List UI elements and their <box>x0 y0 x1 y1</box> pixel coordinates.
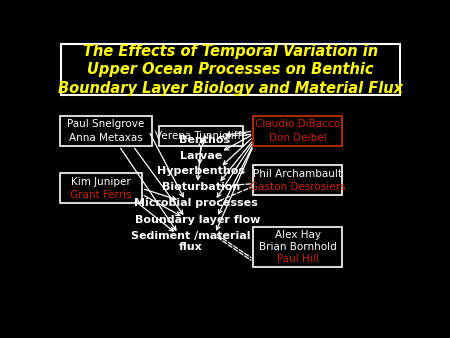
Bar <box>253 116 342 146</box>
Text: Anna Metaxas: Anna Metaxas <box>69 132 143 143</box>
Bar <box>253 166 342 195</box>
Text: Larvae: Larvae <box>180 151 222 161</box>
Text: Claudio DiBacco: Claudio DiBacco <box>255 119 340 129</box>
Text: The Effects of Temporal Variation in
Upper Ocean Processes on Benthic
Boundary L: The Effects of Temporal Variation in Upp… <box>58 44 403 96</box>
Bar <box>60 173 142 203</box>
Text: Benthos: Benthos <box>179 135 230 145</box>
Text: Alex Hay: Alex Hay <box>275 230 321 240</box>
Text: Boundary layer flow: Boundary layer flow <box>135 215 260 225</box>
Text: Hyperbenthos: Hyperbenthos <box>157 167 245 176</box>
Text: Brian Bornhold: Brian Bornhold <box>259 242 337 252</box>
Text: Don Deibel: Don Deibel <box>269 132 327 143</box>
Text: Gaston Desrosiers: Gaston Desrosiers <box>250 182 346 192</box>
Bar <box>60 116 152 146</box>
Text: Paul Hill: Paul Hill <box>277 254 319 264</box>
Text: Phil Archambault: Phil Archambault <box>253 169 342 179</box>
Bar <box>159 126 243 146</box>
Text: Paul Snelgrove: Paul Snelgrove <box>68 119 144 129</box>
Bar <box>62 45 400 95</box>
Text: Verena Tunnicliffe: Verena Tunnicliffe <box>155 131 248 141</box>
Bar <box>253 227 342 267</box>
Text: Microbial processes: Microbial processes <box>134 198 257 209</box>
Text: Kim Juniper: Kim Juniper <box>71 177 130 187</box>
Text: Grant Ferris: Grant Ferris <box>70 190 131 200</box>
Text: Bioturbation: Bioturbation <box>162 182 240 192</box>
Text: Sediment /material
flux: Sediment /material flux <box>131 231 250 252</box>
